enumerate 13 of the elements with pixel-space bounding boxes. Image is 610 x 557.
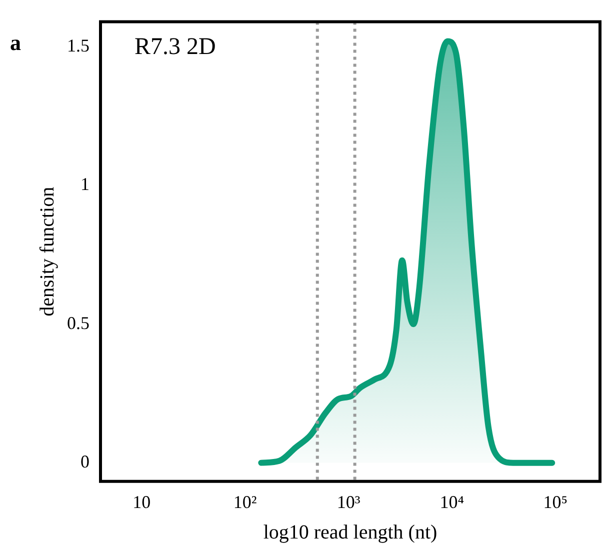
x-tick-label: 10² xyxy=(233,492,257,512)
annotation: R7.3 2D xyxy=(134,34,216,60)
y-tick-label: 1 xyxy=(80,174,90,194)
y-tick-label: 0 xyxy=(80,452,90,472)
x-tick-label: 10 xyxy=(132,492,151,512)
text: a xyxy=(10,30,21,55)
y-tick-label: 1.5 xyxy=(67,36,90,56)
x-tick-label: 10³ xyxy=(336,492,361,512)
x-tick-label: 10⁴ xyxy=(440,492,464,512)
x-axis-title: log10 read length (nt) xyxy=(263,521,438,544)
y-tick-label: 0.5 xyxy=(67,312,90,333)
y-axis-title: density function xyxy=(36,186,58,316)
x-tick-label: 10⁵ xyxy=(543,492,568,512)
